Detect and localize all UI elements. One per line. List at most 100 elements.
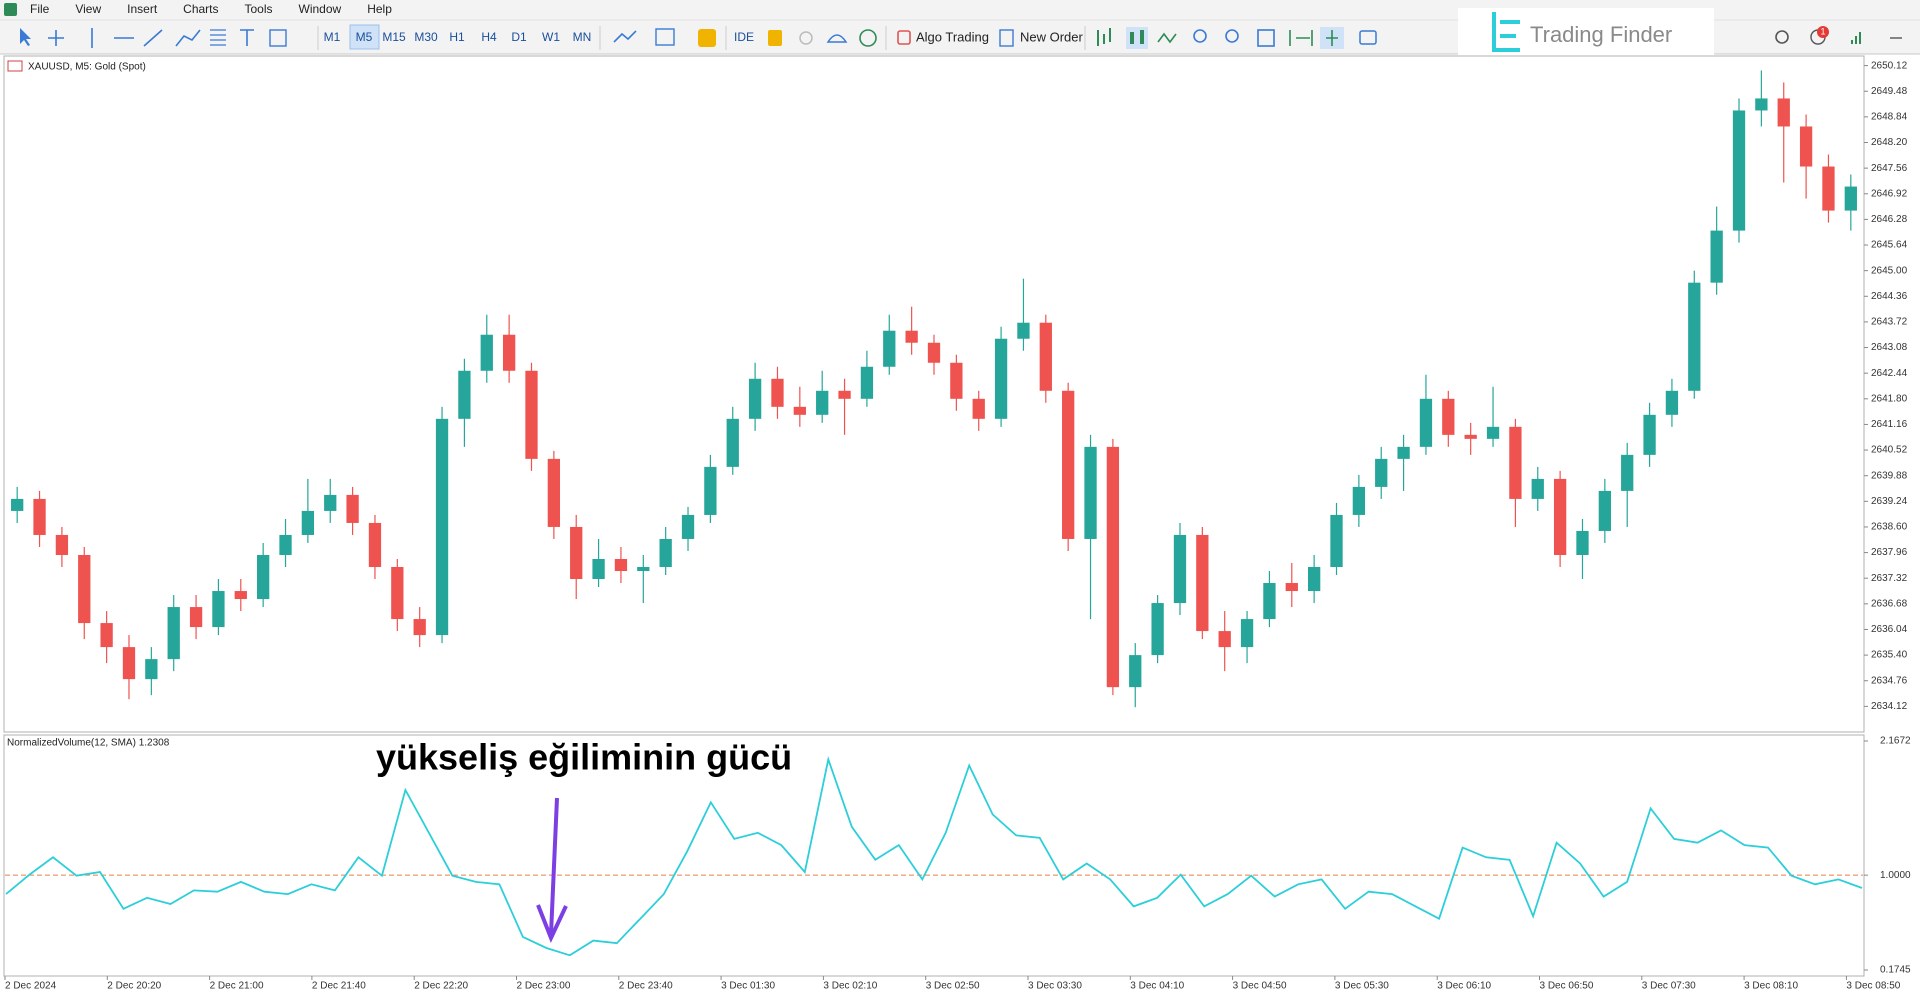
timeframe-button[interactable]: M1 [324,30,341,44]
crosshair-tool[interactable] [48,30,64,46]
logo-panel [1458,8,1714,66]
zoom-out[interactable] [1225,29,1239,43]
candles-button[interactable] [1130,30,1144,44]
candle-body [413,619,426,636]
candle-body [458,370,471,419]
cursor-tool[interactable] [20,28,31,46]
shop-button[interactable] [768,30,782,46]
ide-button[interactable]: IDE [734,30,754,44]
candle-body [883,330,896,367]
menu-item[interactable]: Charts [183,2,218,16]
candle-body [771,378,784,407]
scroll-button[interactable] [1289,30,1313,46]
candle-body [234,591,247,600]
candle-body [1397,446,1410,459]
search-button[interactable] [1775,30,1789,44]
candle-body [860,366,874,399]
time-label: 2 Dec 2024 [5,981,57,992]
chart-type[interactable] [613,30,637,43]
time-label: 3 Dec 07:30 [1642,981,1696,992]
time-label: 2 Dec 22:20 [414,981,468,992]
algo-trading-button[interactable]: Algo Trading [916,29,989,44]
channel-tool[interactable] [175,29,201,47]
timeframe-button[interactable]: M30 [414,30,438,44]
candle-body [100,623,113,648]
candle-body [11,498,24,511]
menu-item[interactable]: Insert [127,2,158,16]
timeframe-button[interactable]: H1 [449,30,465,44]
candle-body [1307,567,1321,592]
time-label: 2 Dec 20:20 [107,981,161,992]
candle-body [726,418,739,467]
candle-body [1576,530,1589,555]
candle-body [994,338,1008,419]
candle-body [1084,446,1097,539]
candle-body [1240,619,1254,648]
menu-item[interactable]: Tools [245,2,273,16]
time-label: 2 Dec 21:00 [210,981,264,992]
indicators[interactable] [655,28,675,46]
time-label: 3 Dec 01:30 [721,981,775,992]
indicator-chart: NormalizedVolume(12, SMA) 1.2308 2.1672 1.… [5,736,1911,976]
candle-body [704,466,717,515]
tile-button[interactable] [1257,29,1275,47]
candle-body [950,362,963,399]
y-tick-label: 2636.68 [1871,598,1908,609]
y-tick-label: 2638.60 [1871,522,1908,533]
y-tick-label: 2643.72 [1871,317,1908,328]
text-tool[interactable] [240,29,254,46]
candle-body [838,390,851,399]
candle-body [927,342,941,363]
candle-body [1173,534,1187,604]
candle-body [301,510,315,535]
shift-button[interactable] [1326,30,1338,46]
candle-body [1464,434,1477,439]
timeframe-button[interactable]: M5 [356,30,373,44]
screenshot-button[interactable] [1359,30,1377,45]
fibo-tool[interactable] [210,29,226,46]
candle-body [1062,390,1075,539]
vps-button[interactable] [826,34,848,43]
candle-body [1531,478,1544,499]
y-tick-label: 2650.12 [1871,60,1908,71]
menu-item[interactable]: Window [299,2,342,16]
zoom-in[interactable] [1193,29,1207,43]
candle-body [1106,446,1120,688]
candle-body [1196,534,1209,632]
candle-body [816,390,829,415]
trendline-tool[interactable] [143,29,163,47]
timeframe-button[interactable]: H4 [481,30,497,44]
community-button[interactable] [859,29,877,47]
timeframe-button[interactable]: D1 [511,30,527,44]
y-tick-label: 2644.36 [1871,291,1908,302]
y-tick-label: 2634.12 [1871,701,1908,712]
candle-body [435,418,449,636]
menu-item[interactable]: File [30,2,50,16]
new-order-button[interactable]: New Order [1020,29,1084,44]
time-label: 3 Dec 04:50 [1233,981,1287,992]
candle-body [1777,98,1790,127]
indicator-title: NormalizedVolume(12, SMA) 1.2308 [7,738,170,749]
candle-body [346,494,359,523]
shapes-tool[interactable] [269,29,287,47]
timeframe-button[interactable]: W1 [542,30,560,44]
logo-mark [1492,12,1520,52]
order-icon[interactable] [999,29,1014,47]
chart-icon [7,60,23,72]
candle-body [1665,390,1679,415]
app-icon [4,3,17,16]
timeframe-button[interactable]: MN [573,30,592,44]
y-tick-label: 1.0000 [1880,870,1911,881]
market-button[interactable] [698,29,716,47]
menu-item[interactable]: Help [367,2,392,16]
candle-body [1732,110,1746,231]
y-tick-label: 2634.76 [1871,675,1908,686]
timeframe-button[interactable]: M15 [382,30,406,44]
bars-button[interactable] [1097,28,1111,46]
line-button[interactable] [1157,32,1177,44]
menu-item[interactable]: View [75,2,101,16]
algo-icon[interactable] [897,30,911,45]
time-label: 3 Dec 08:50 [1846,981,1900,992]
signals-button[interactable] [799,31,813,45]
